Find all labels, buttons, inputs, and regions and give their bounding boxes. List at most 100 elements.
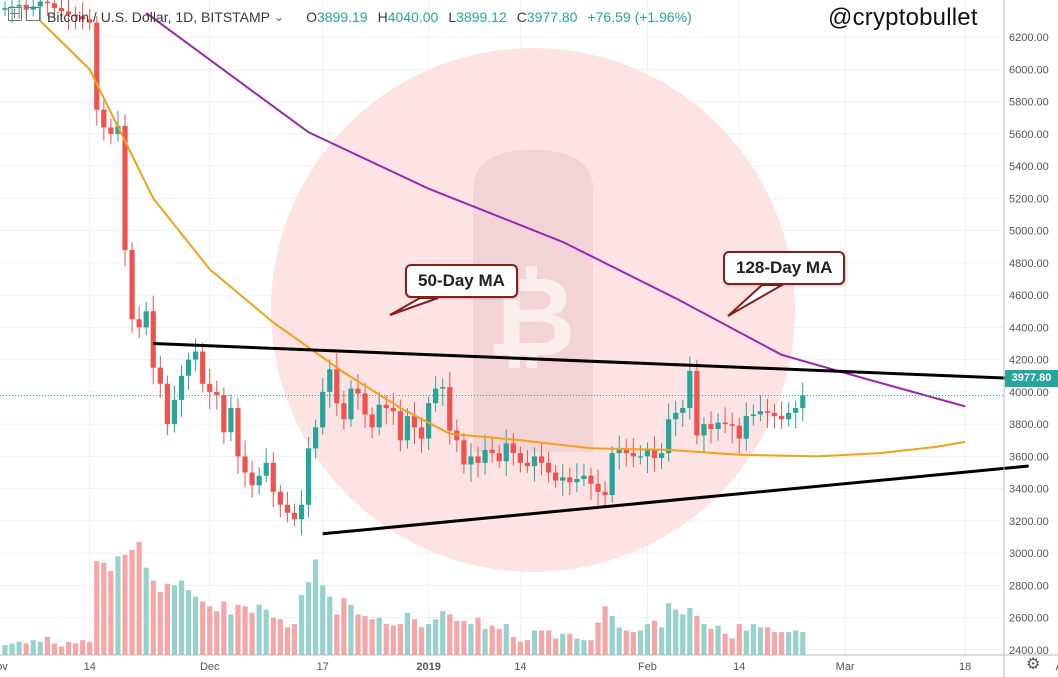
candle-body-2 — [16, 4, 22, 7]
expand-icon[interactable] — [8, 7, 22, 21]
candle-body-22 — [157, 367, 163, 384]
volume-bar-56 — [397, 624, 403, 655]
volume-bar-31 — [221, 601, 227, 655]
y-tick-label-18: 6000.00 — [1009, 64, 1049, 76]
candle-107 — [757, 395, 764, 422]
candle-body-109 — [771, 412, 778, 417]
volume-bar-3 — [23, 643, 29, 655]
candle-body-98 — [694, 370, 700, 436]
volume-bar-37 — [263, 609, 269, 655]
x-tick-label-4: 2019 — [416, 661, 440, 673]
candle-body-72 — [510, 443, 516, 454]
volume-bar-47 — [334, 614, 340, 655]
volume-bar-107 — [757, 627, 764, 655]
candle-55 — [390, 392, 396, 425]
y-tick-label-1: 2600.00 — [1009, 613, 1049, 625]
candle-101 — [715, 413, 721, 441]
volume-bar-51 — [362, 616, 368, 655]
volume-bar-10 — [73, 643, 79, 655]
candle-body-37 — [263, 462, 269, 476]
candle-113 — [800, 382, 806, 421]
volume-bar-4 — [30, 640, 36, 655]
candle-body-102 — [722, 422, 728, 425]
candle-body-67 — [475, 456, 481, 463]
candle-body-111 — [786, 412, 792, 420]
volume-bar-42 — [298, 595, 305, 655]
volume-bar-21 — [150, 580, 156, 655]
chevron-down-icon[interactable]: ⌄ — [274, 10, 285, 24]
volume-bar-38 — [270, 617, 276, 655]
y-tick-label-16: 5600.00 — [1009, 129, 1049, 141]
candle-body-66 — [468, 456, 474, 465]
candle-body-27 — [193, 351, 199, 360]
volume-bar-0 — [2, 645, 8, 655]
candle-9 — [65, 0, 72, 31]
candle-body-46 — [327, 369, 333, 392]
candle-66 — [468, 443, 474, 482]
volume-bar-78 — [553, 638, 559, 655]
candle-93 — [658, 443, 665, 470]
candle-body-5 — [37, 1, 43, 7]
volume-bar-20 — [143, 567, 149, 655]
volume-bar-15 — [108, 570, 114, 655]
candle-body-53 — [376, 404, 382, 428]
candle-body-74 — [524, 462, 531, 467]
volume-bar-22 — [157, 591, 163, 655]
candle-body-95 — [673, 412, 679, 420]
candle-82 — [581, 463, 587, 487]
volume-bar-33 — [235, 604, 241, 655]
volume-bar-26 — [185, 590, 192, 655]
candle-body-104 — [736, 425, 742, 439]
candle-97 — [687, 356, 693, 420]
candle-92 — [651, 436, 658, 472]
y-tick-label-19: 6200.00 — [1009, 32, 1049, 44]
volume-bar-77 — [546, 630, 552, 655]
candle-body-70 — [496, 453, 502, 462]
volume-bar-35 — [249, 612, 255, 655]
candle-106 — [750, 404, 756, 426]
candle-74 — [524, 450, 531, 473]
volume-bar-83 — [588, 640, 594, 655]
volume-bar-102 — [722, 633, 728, 655]
volume-bar-55 — [390, 625, 396, 655]
collapse-icon[interactable] — [26, 7, 40, 21]
ma128-callout-pointer — [727, 284, 786, 317]
close-value: 3977.80 — [526, 9, 578, 25]
candle-37 — [263, 448, 269, 483]
candle-12 — [87, 9, 93, 31]
candle-body-63 — [447, 387, 453, 431]
volume-bar-12 — [87, 641, 93, 655]
change-value: +76.59 (+1.96%) — [587, 9, 692, 25]
candle-body-96 — [680, 408, 686, 413]
volume-bar-46 — [327, 596, 333, 655]
ma128-callout: 128-Day MA — [723, 251, 846, 285]
candle-body-68 — [482, 449, 488, 463]
x-tick-label-1: 14 — [84, 661, 96, 673]
volume-bar-97 — [687, 607, 693, 655]
ma50-callout-pointer — [389, 297, 439, 316]
volume-bar-43 — [305, 582, 312, 655]
volume-bar-1 — [9, 643, 15, 655]
candle-body-81 — [574, 478, 580, 483]
candle-105 — [743, 402, 749, 451]
settings-gear-icon[interactable]: ⚙ — [1026, 656, 1041, 673]
x-tick-label-3: 17 — [317, 661, 329, 673]
candle-body-80 — [567, 477, 573, 483]
volume-bar-27 — [193, 596, 199, 655]
candle-body-14 — [101, 109, 107, 128]
y-tick-label-15: 5400.00 — [1009, 161, 1049, 173]
candle-body-82 — [581, 475, 587, 479]
volume-bar-106 — [750, 624, 756, 655]
candle-body-52 — [369, 414, 375, 428]
symbol-label[interactable]: Bitcoin / U.S. Dollar, 1D, BITSTAMP — [47, 9, 271, 25]
volume-bar-25 — [178, 580, 185, 655]
candle-72 — [510, 433, 516, 466]
volume-bar-64 — [454, 620, 460, 655]
candle-body-97 — [687, 370, 693, 408]
candle-body-50 — [355, 388, 361, 394]
candle-87 — [616, 435, 622, 470]
candle-body-51 — [362, 393, 368, 415]
candle-body-42 — [298, 504, 305, 520]
candle-body-103 — [729, 424, 735, 426]
